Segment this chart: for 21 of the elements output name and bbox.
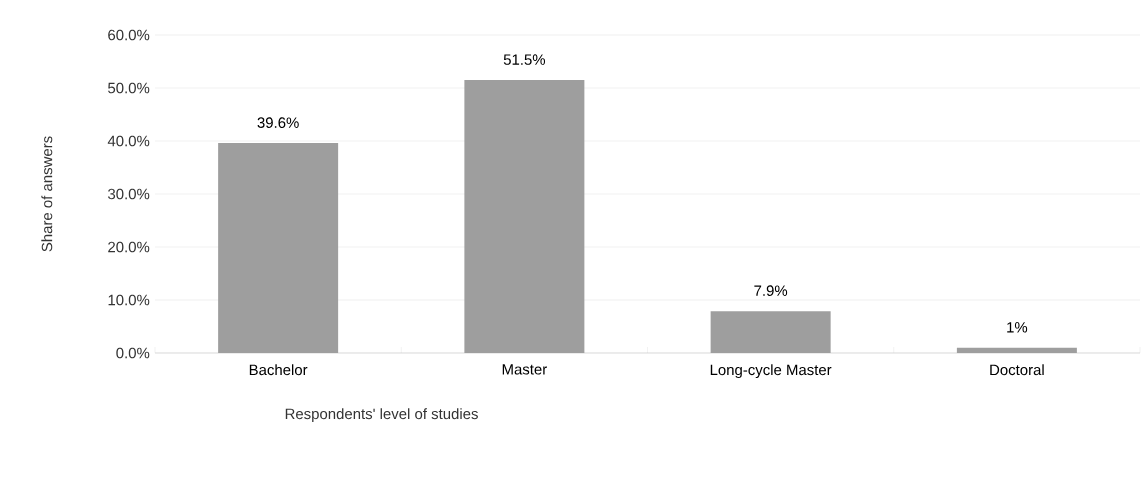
x-axis-title: Respondents' level of studies [285,408,478,423]
y-axis-title: Share of answers [41,136,53,252]
x-tick-label: Bachelor [249,364,308,376]
y-tick-label: 60.0% [108,29,150,41]
y-tick-label: 0.0% [116,347,150,359]
bar [464,80,585,353]
data-label: 51.5% [503,54,546,65]
bar [218,143,339,353]
x-tick-label: Doctoral [990,364,1044,376]
y-tick-label: 20.0% [108,241,150,253]
bar [710,311,831,353]
y-tick-label: 30.0% [108,188,150,200]
x-tick-label: Long-cycle Master [710,364,832,379]
data-label: 39.6% [257,117,299,128]
data-label: 1% [1007,322,1028,333]
y-tick-label: 10.0% [108,294,150,306]
x-tick-label: Master [502,364,547,375]
y-tick-label: 50.0% [108,82,150,94]
bar [956,347,1077,353]
data-label: 7.9% [754,285,788,296]
y-tick-label: 40.0% [107,135,150,147]
